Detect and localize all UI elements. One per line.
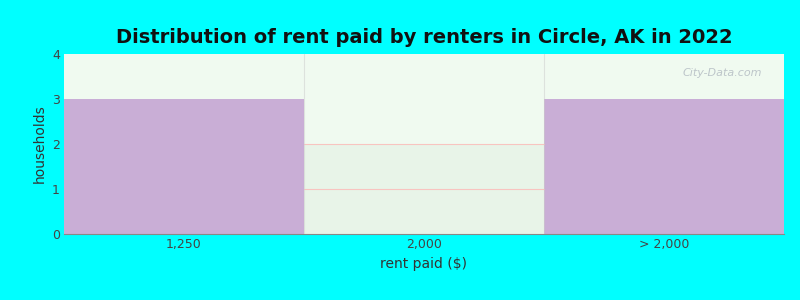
- Text: City-Data.com: City-Data.com: [683, 68, 762, 78]
- Y-axis label: households: households: [32, 105, 46, 183]
- Bar: [64, 99, 304, 234]
- Bar: [544, 99, 784, 234]
- X-axis label: rent paid ($): rent paid ($): [381, 257, 467, 271]
- Title: Distribution of rent paid by renters in Circle, AK in 2022: Distribution of rent paid by renters in …: [116, 28, 732, 47]
- Bar: [304, 144, 544, 234]
